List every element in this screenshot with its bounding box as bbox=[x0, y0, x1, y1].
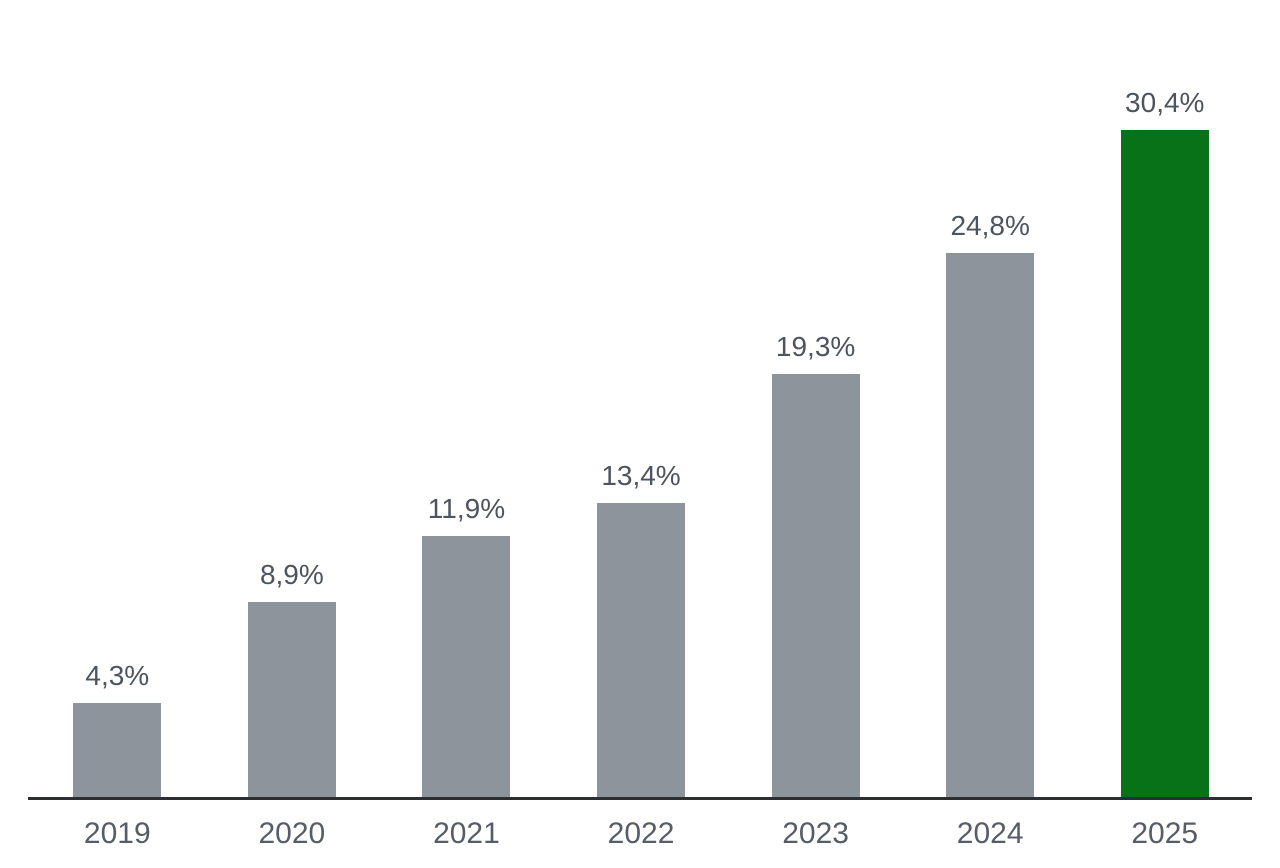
bar-value-label: 8,9% bbox=[259, 558, 324, 590]
bar-2024 bbox=[946, 253, 1035, 797]
bar-value-label: 13,4% bbox=[601, 459, 681, 491]
bar-2020 bbox=[247, 602, 336, 797]
chart-plot-area: 4,3% 2019 8,9% 2020 11,9% 2021 13,4% 2022 19,3% 2… bbox=[30, 0, 1252, 850]
bar-2019 bbox=[73, 703, 162, 797]
bar-group-2021: 11,9% 2021 bbox=[379, 492, 554, 850]
bar-2025 bbox=[1120, 130, 1209, 797]
bar-value-label: 11,9% bbox=[427, 492, 506, 524]
bar-value-label: 30,4% bbox=[1125, 86, 1205, 118]
x-axis-tick-label: 2023 bbox=[782, 817, 849, 850]
bar-2021 bbox=[422, 536, 511, 797]
bar-2023 bbox=[771, 374, 860, 797]
bar-value-label: 24,8% bbox=[950, 209, 1030, 241]
bar-2022 bbox=[597, 503, 686, 797]
x-axis-tick-label: 2019 bbox=[83, 817, 151, 850]
bar-group-2025: 30,4% 2025 bbox=[1077, 86, 1252, 850]
bar-group-2022: 13,4% 2022 bbox=[554, 459, 729, 850]
x-axis-tick-label: 2025 bbox=[1131, 817, 1199, 850]
bar-value-label: 4,3% bbox=[85, 659, 150, 691]
x-axis-tick-label: 2022 bbox=[607, 817, 675, 850]
x-axis-tick-label: 2020 bbox=[258, 817, 326, 850]
bar-group-2019: 4,3% 2019 bbox=[30, 659, 205, 850]
bar-group-2020: 8,9% 2020 bbox=[205, 558, 380, 850]
bar-group-2023: 19,3% 2023 bbox=[728, 330, 903, 850]
x-axis-line bbox=[28, 797, 1252, 800]
x-axis-tick-label: 2021 bbox=[433, 817, 500, 850]
bar-group-2024: 24,8% 2024 bbox=[903, 209, 1078, 850]
bar-value-label: 19,3% bbox=[775, 330, 856, 362]
x-axis-tick-label: 2024 bbox=[956, 817, 1024, 850]
